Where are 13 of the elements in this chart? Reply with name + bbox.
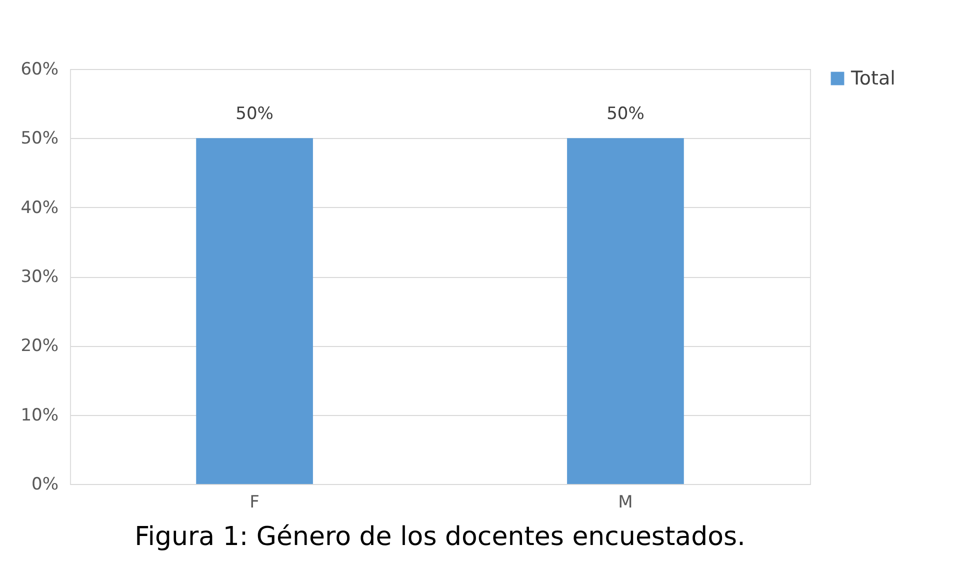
text: Figura 1: Género de los docentes encuestados. xyxy=(134,522,746,552)
y-tick-label: 10% xyxy=(20,405,58,426)
y-tick-label: 20% xyxy=(20,336,58,356)
y-tick-label: 30% xyxy=(20,267,58,287)
x-tick-label: M xyxy=(618,492,633,512)
data-label: 50% xyxy=(236,104,274,124)
y-tick-label: 0% xyxy=(32,474,58,494)
legend-label: Total xyxy=(850,68,896,90)
y-tick-label: 60% xyxy=(20,60,58,80)
y-tick-label: 50% xyxy=(20,128,58,149)
x-tick-label: F xyxy=(250,492,260,512)
y-tick-label: 40% xyxy=(20,198,58,218)
data-label: 50% xyxy=(606,104,644,124)
